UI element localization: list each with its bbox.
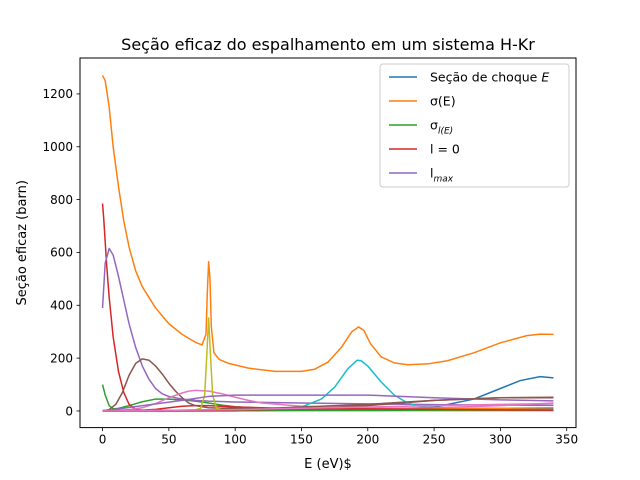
- series-line-17: [102, 402, 554, 412]
- y-tick-label: 0: [65, 404, 73, 418]
- legend-label: Seção de choque E: [430, 70, 549, 85]
- x-tick-label: 350: [555, 433, 578, 447]
- x-tick-label: 300: [489, 433, 512, 447]
- y-tick-label: 200: [50, 351, 73, 365]
- x-tick-label: 200: [356, 433, 379, 447]
- y-axis-label: Seção eficaz (barn): [15, 180, 30, 305]
- y-tick-label: 1200: [42, 87, 73, 101]
- legend-box: [379, 63, 570, 188]
- series-line-2: [101, 75, 554, 373]
- legend-label: σ(E): [430, 94, 456, 109]
- legend-label-text: Seção de choque: [430, 70, 541, 85]
- x-axis-ticks: 0 50 100 150 200 250 300 350: [99, 427, 578, 447]
- legend-label-math: E: [541, 70, 549, 85]
- y-tick-label: 1000: [42, 140, 73, 154]
- legend-label: l = 0: [430, 142, 460, 157]
- legend-label-text: l = 0: [430, 142, 460, 157]
- y-tick-label: 800: [50, 193, 73, 207]
- plot-series: [101, 75, 554, 412]
- chart-title: Seção eficaz do espalhamento em um siste…: [121, 35, 535, 54]
- y-tick-label: 600: [50, 246, 73, 260]
- x-tick-label: 50: [161, 433, 176, 447]
- legend-label: σl(E): [430, 118, 453, 137]
- y-axis-ticks: 0 200 400 600 800 1000 1200: [42, 87, 80, 418]
- y-tick-label: 400: [50, 299, 73, 313]
- legend-label-math: l(E): [438, 127, 453, 137]
- legend-label-text: l: [430, 166, 433, 181]
- series-line-5: [101, 247, 554, 407]
- legend-label: lmax: [430, 166, 454, 185]
- x-tick-label: 0: [99, 433, 107, 447]
- x-tick-label: 100: [224, 433, 247, 447]
- legend-label-text: σ(E): [430, 94, 456, 109]
- plot-frame: [79, 57, 577, 429]
- x-tick-label: 250: [423, 433, 446, 447]
- legend-label-text: σ: [430, 118, 438, 133]
- x-axis-label: E (eV)$: [304, 457, 352, 472]
- legend-label-math: max: [433, 175, 453, 185]
- x-tick-label: 150: [290, 433, 313, 447]
